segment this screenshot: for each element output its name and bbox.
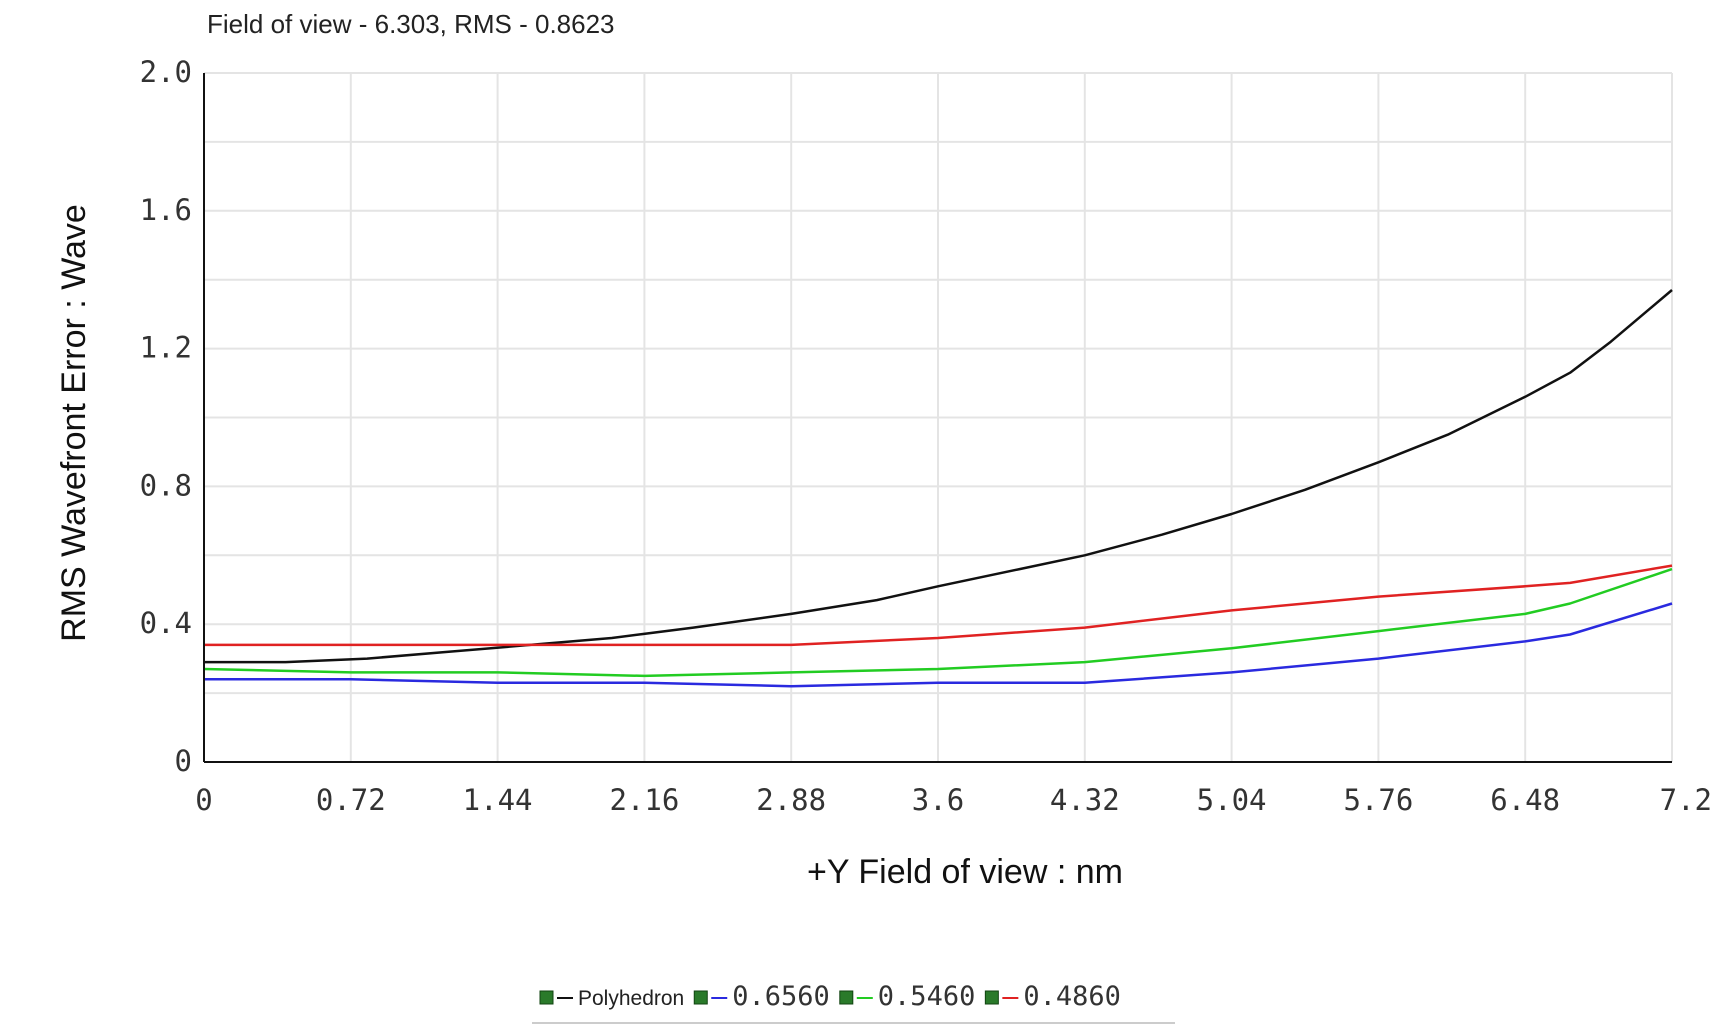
legend-item-2: 0.6560: [693, 981, 830, 1012]
series-lines: [203, 289, 1673, 688]
grid: [203, 72, 1673, 763]
y-tick-label: 0: [175, 744, 192, 778]
x-tick-label: 3.6: [912, 783, 964, 817]
legend-marker: [839, 990, 854, 1005]
series-line-3: [203, 567, 1673, 678]
x-tick-label: 2.16: [609, 783, 679, 817]
x-tick-label: 5.04: [1197, 783, 1267, 817]
y-tick-labels: 0 0.4 0.8 1.2 1.6 2.0: [140, 55, 192, 778]
x-axis-label: +Y Field of view : nm: [807, 853, 1123, 891]
y-tick-label: 1.2: [140, 331, 192, 365]
x-tick-label: 6.48: [1490, 783, 1560, 817]
x-tick-label: 1.44: [463, 783, 533, 817]
x-tick-labels: 0 0.72 1.44 2.16 2.88 3.6 4.32 5.04 5.76 6.48 7.2: [195, 783, 1712, 817]
legend-label: 0.6560: [732, 981, 830, 1012]
y-axis-label: RMS Wavefront Error : Wave: [55, 204, 93, 642]
x-tick-label: 5.76: [1343, 783, 1413, 817]
y-tick-label: 0.8: [140, 468, 192, 502]
x-tick-label: 2.88: [756, 783, 826, 817]
legend-marker: [539, 990, 554, 1005]
y-tick-label: 0.4: [140, 606, 192, 640]
legend-item-1: Polyhedron: [539, 987, 684, 1010]
legend-label: 0.5460: [878, 981, 976, 1012]
legend-item-4: 0.4860: [984, 981, 1121, 1012]
x-tick-label: 7.2: [1660, 783, 1712, 817]
x-tick-label: 0: [195, 783, 212, 817]
series-line-4: [204, 564, 1673, 647]
chart-title: Field of view - 6.303, RMS - 0.8623: [207, 9, 615, 39]
legend-label: Polyhedron: [578, 987, 684, 1010]
series-line-2: [204, 602, 1673, 688]
legend-marker: [693, 990, 708, 1005]
x-tick-label: 4.32: [1050, 783, 1120, 817]
series-line-1: [204, 289, 1673, 664]
x-tick-label: 0.72: [316, 783, 386, 817]
legend-label: 0.4860: [1023, 981, 1121, 1012]
legend-marker: [984, 990, 999, 1005]
legend: Polyhedron 0.6560 0.5460 0.4860: [539, 981, 1121, 1012]
y-tick-label: 2.0: [140, 55, 192, 89]
legend-item-3: 0.5460: [839, 981, 976, 1012]
y-tick-label: 1.6: [140, 193, 192, 227]
